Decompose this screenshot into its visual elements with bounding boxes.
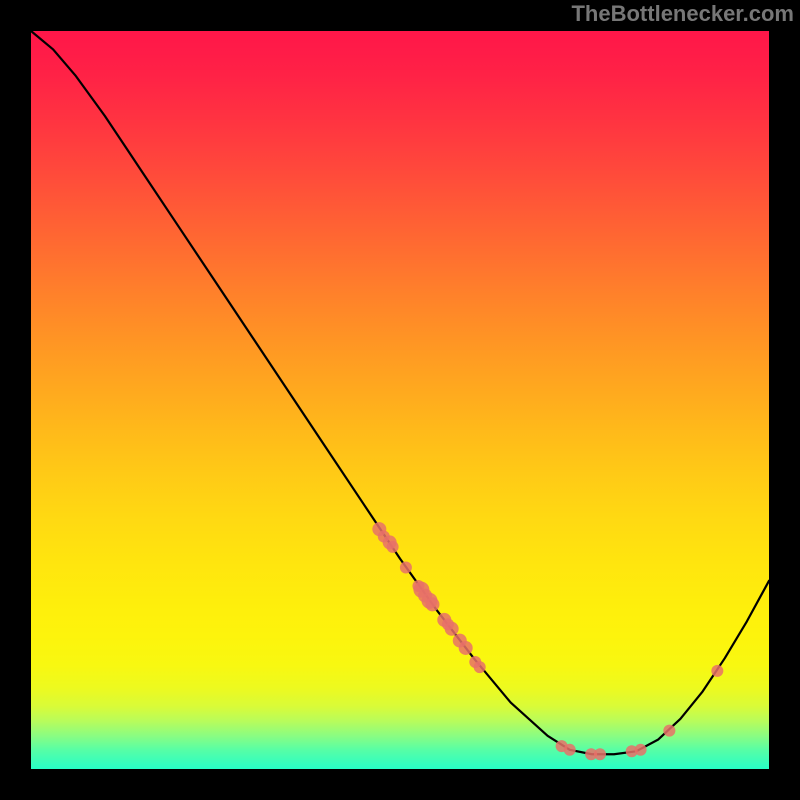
data-marker bbox=[474, 661, 486, 673]
bottleneck-chart: TheBottlenecker.com bbox=[0, 0, 800, 800]
chart-svg bbox=[0, 0, 800, 800]
data-marker bbox=[711, 665, 723, 677]
data-marker bbox=[425, 597, 439, 611]
data-marker bbox=[442, 618, 454, 630]
data-marker bbox=[663, 725, 675, 737]
data-marker bbox=[378, 531, 390, 543]
data-marker bbox=[635, 744, 647, 756]
data-marker bbox=[459, 641, 473, 655]
data-marker bbox=[387, 541, 399, 553]
data-marker bbox=[564, 744, 576, 756]
plot-gradient-background bbox=[31, 31, 769, 769]
data-marker bbox=[412, 580, 424, 592]
data-marker bbox=[594, 748, 606, 760]
data-marker bbox=[400, 562, 412, 574]
watermark-text: TheBottlenecker.com bbox=[571, 1, 794, 27]
